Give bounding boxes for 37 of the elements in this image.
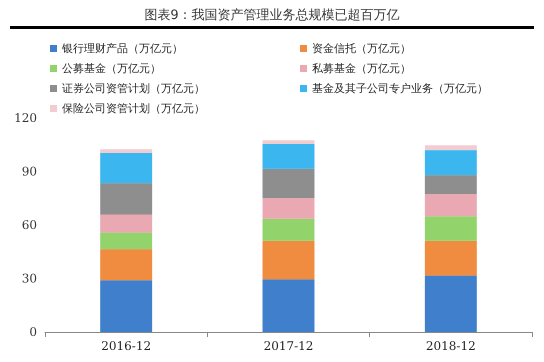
bar [262,144,314,169]
bar [262,198,314,219]
legend-label: 基金及其子公司专户业务（万亿元） [312,82,488,95]
bar [424,145,477,150]
bar [262,140,314,144]
y-tick-label: 60 [22,218,37,232]
bar [424,150,477,176]
bar [262,240,314,280]
legend-label: 资金信托（万亿元） [312,42,411,55]
bar [424,175,477,194]
bar [100,214,152,233]
legend-label: 私募基金（万亿元） [312,62,411,75]
bar [424,240,477,276]
bar [262,279,314,332]
bar [424,216,477,241]
bar [100,149,152,153]
x-tick-label: 2016-12 [101,339,152,353]
bar [100,152,152,184]
y-tick-label: 30 [22,272,37,286]
x-tick-label: 2018-12 [426,339,476,353]
legend-label: 保险公司资管计划（万亿元） [62,102,205,115]
bar [100,183,152,214]
bar [262,168,314,198]
y-tick-label: 0 [29,325,37,339]
y-tick-label: 120 [14,111,37,125]
bar [100,232,152,250]
bar [424,194,477,216]
legend-label: 银行理财产品（万亿元） [61,42,183,55]
legend-label: 证券公司资管计划（万亿元） [62,82,205,95]
legend-label: 公募基金（万亿元） [62,62,161,75]
bar [262,218,314,241]
bar [424,276,477,332]
x-tick-label: 2017-12 [264,339,314,353]
y-tick-label: 90 [22,164,37,178]
chart-title: 图表9：我国资产管理业务总规模已超百万亿 [144,8,400,23]
bar [100,249,152,280]
bar [100,280,152,332]
